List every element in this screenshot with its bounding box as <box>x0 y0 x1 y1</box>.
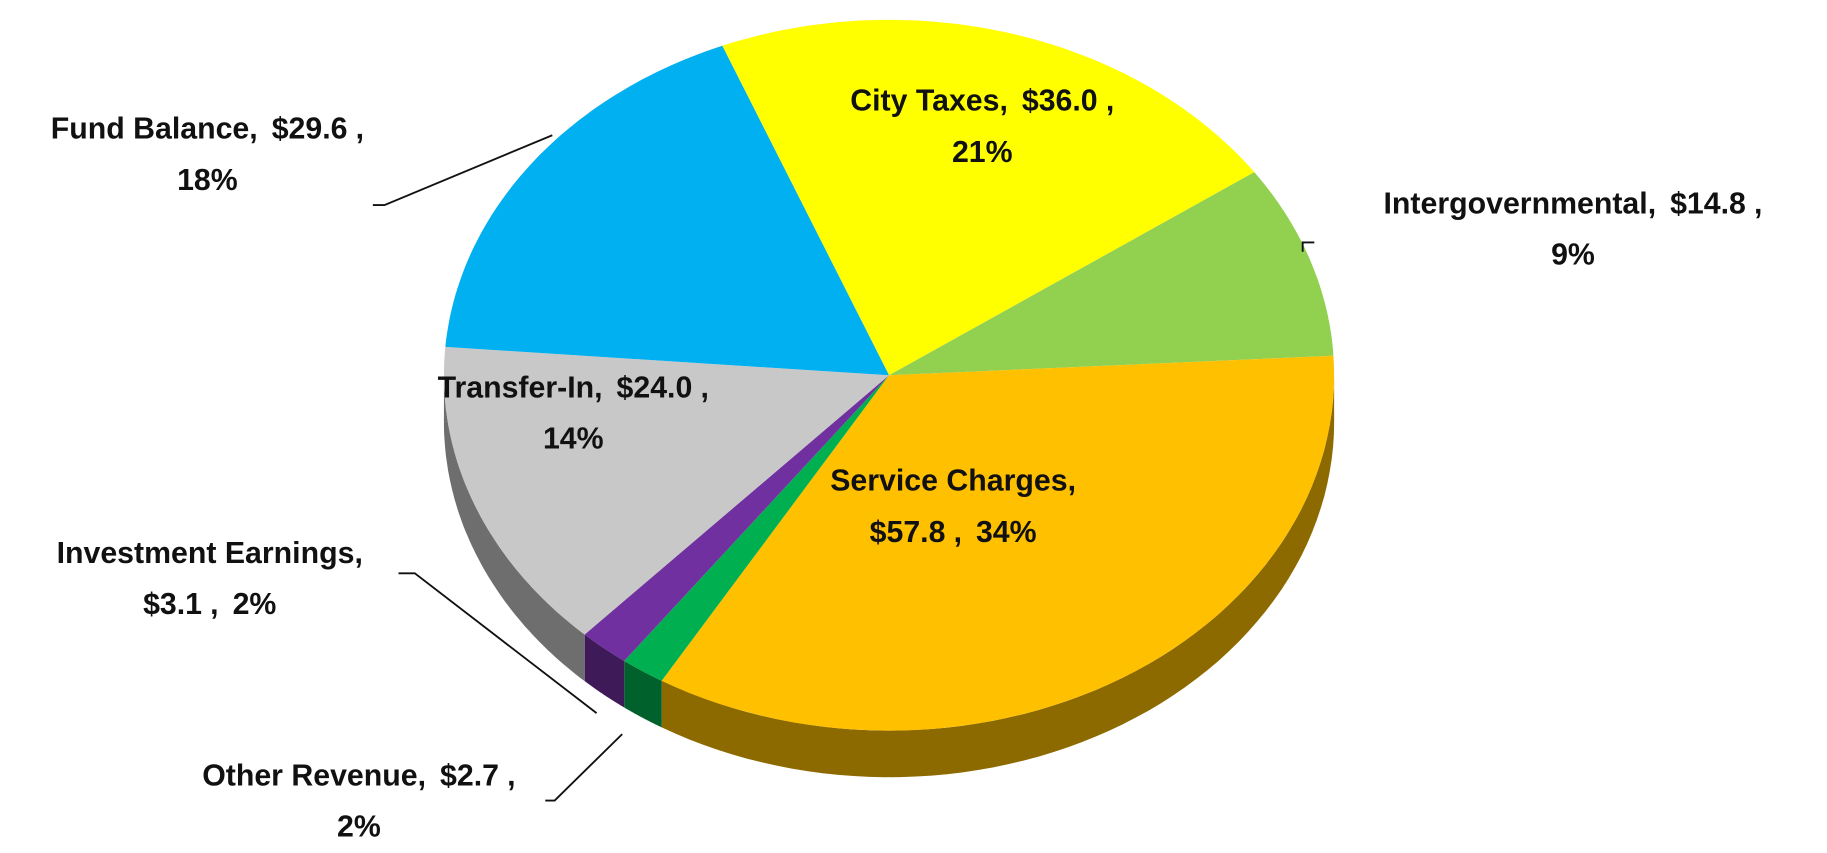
label-value: $14.8 <box>1670 187 1746 220</box>
label-separator: , <box>954 516 962 549</box>
data-label: Other Revenue, $2.7, 2% <box>202 759 515 843</box>
label-line: 9% <box>1551 239 1595 272</box>
label-value: $3.1 <box>143 588 202 621</box>
label-name: Fund Balance <box>51 113 250 146</box>
data-labels: City Taxes, $36.0, 21%Intergovernmental, $1… <box>51 85 1763 844</box>
label-percent: 2% <box>337 811 381 844</box>
data-label: Transfer-In, $24.0, 14% <box>438 371 709 455</box>
label-line: Other Revenue, $2.7, <box>202 759 515 792</box>
label-separator: , <box>594 371 602 404</box>
label-separator: , <box>249 113 257 146</box>
label-line: $57.8, 34% <box>870 516 1037 549</box>
label-line: 14% <box>543 423 604 456</box>
label-line: 18% <box>177 164 238 197</box>
label-separator: , <box>356 113 364 146</box>
slice-side <box>443 375 585 682</box>
label-name: Service Charges <box>830 465 1067 498</box>
pie-sides <box>443 375 1335 778</box>
pie-slice <box>443 346 890 635</box>
label-name: Investment Earnings <box>57 537 355 570</box>
pie-slice <box>584 375 890 661</box>
label-line: Investment Earnings, <box>57 537 363 570</box>
leader-line <box>545 733 623 802</box>
label-line: Intergovernmental, $14.8, <box>1384 187 1763 220</box>
label-percent: 14% <box>543 423 604 456</box>
label-value: $36.0 <box>1022 85 1098 118</box>
label-line: Transfer-In, $24.0, <box>438 371 709 404</box>
label-percent: 34% <box>976 516 1037 549</box>
label-value: $57.8 <box>870 516 946 549</box>
label-value: $29.6 <box>272 113 348 146</box>
label-separator: , <box>1106 85 1114 118</box>
pie-slice <box>722 19 1255 376</box>
data-label: Investment Earnings, $3.1, 2% <box>57 537 363 621</box>
slice-side <box>584 634 625 708</box>
data-label: Intergovernmental, $14.8, 9% <box>1384 187 1763 271</box>
leader-line <box>1301 241 1315 252</box>
data-label: Service Charges, $57.8, 34% <box>830 465 1076 549</box>
label-percent: 2% <box>233 588 277 621</box>
label-line: $3.1, 2% <box>143 588 276 621</box>
pie-slice <box>624 375 890 681</box>
data-label: Fund Balance, $29.6, 18% <box>51 113 364 197</box>
label-percent: 18% <box>177 164 238 197</box>
label-line: 2% <box>337 811 381 844</box>
label-separator: , <box>1068 465 1076 498</box>
label-name: Other Revenue <box>202 759 417 792</box>
pie-slice <box>889 172 1334 376</box>
label-separator: , <box>418 759 426 792</box>
pie-slices <box>443 19 1335 731</box>
label-line: Service Charges, <box>830 465 1076 498</box>
leader-lines <box>372 134 1315 802</box>
label-name: Intergovernmental <box>1384 187 1648 220</box>
label-percent: 9% <box>1551 239 1595 272</box>
label-separator: , <box>507 759 515 792</box>
label-value: $2.7 <box>440 759 499 792</box>
data-label: City Taxes, $36.0, 21% <box>850 85 1114 169</box>
label-separator: , <box>210 588 218 621</box>
slice-side <box>661 375 1335 778</box>
leader-line <box>372 134 553 207</box>
label-name: Transfer-In <box>438 371 595 404</box>
label-separator: , <box>1754 187 1762 220</box>
label-line: City Taxes, $36.0, <box>850 85 1114 118</box>
label-separator: , <box>354 537 362 570</box>
label-name: City Taxes <box>850 85 999 118</box>
label-separator: , <box>999 85 1007 118</box>
slice-side <box>624 660 662 728</box>
label-separator: , <box>700 371 708 404</box>
label-line: Fund Balance, $29.6, <box>51 113 364 146</box>
pie-slice <box>445 45 890 376</box>
leader-line <box>398 572 598 714</box>
label-line: 21% <box>952 136 1013 169</box>
label-separator: , <box>1648 187 1656 220</box>
label-value: $24.0 <box>617 371 693 404</box>
label-percent: 21% <box>952 136 1013 169</box>
pie-slice <box>661 355 1335 731</box>
